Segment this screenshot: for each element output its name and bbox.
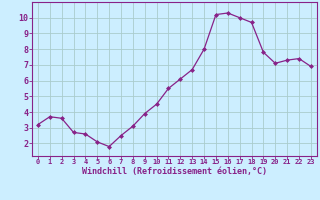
X-axis label: Windchill (Refroidissement éolien,°C): Windchill (Refroidissement éolien,°C) (82, 167, 267, 176)
